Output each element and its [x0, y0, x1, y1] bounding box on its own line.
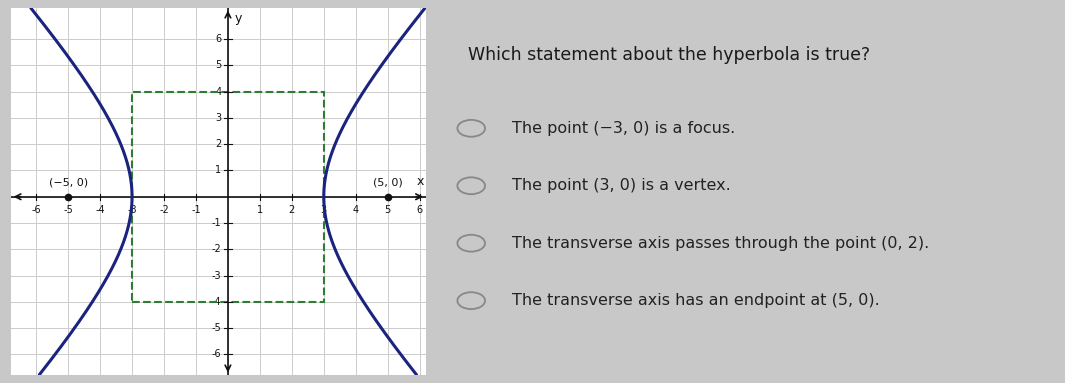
- Text: 5: 5: [384, 205, 391, 214]
- Text: (5, 0): (5, 0): [373, 178, 403, 188]
- Text: 1: 1: [215, 165, 222, 175]
- Text: 2: 2: [289, 205, 295, 214]
- Text: 4: 4: [353, 205, 359, 214]
- Text: 2: 2: [215, 139, 222, 149]
- Text: 3: 3: [321, 205, 327, 214]
- Text: -4: -4: [95, 205, 105, 214]
- Text: -1: -1: [191, 205, 201, 214]
- Text: -3: -3: [212, 270, 222, 280]
- Text: y: y: [235, 11, 243, 25]
- Text: 6: 6: [215, 34, 222, 44]
- Text: -5: -5: [63, 205, 73, 214]
- Text: -1: -1: [212, 218, 222, 228]
- Text: -4: -4: [212, 297, 222, 307]
- Text: 4: 4: [215, 87, 222, 97]
- Text: 5: 5: [215, 61, 222, 70]
- Text: -6: -6: [212, 349, 222, 359]
- Text: -3: -3: [127, 205, 137, 214]
- Text: The transverse axis passes through the point (0, 2).: The transverse axis passes through the p…: [512, 236, 930, 251]
- Text: The transverse axis has an endpoint at (5, 0).: The transverse axis has an endpoint at (…: [512, 293, 880, 308]
- Text: 3: 3: [215, 113, 222, 123]
- Text: (−5, 0): (−5, 0): [49, 178, 87, 188]
- Text: -2: -2: [159, 205, 169, 214]
- Text: -2: -2: [212, 244, 222, 254]
- Text: The point (3, 0) is a vertex.: The point (3, 0) is a vertex.: [512, 178, 731, 193]
- Text: -5: -5: [212, 323, 222, 333]
- Text: x: x: [417, 175, 424, 188]
- Text: 6: 6: [416, 205, 423, 214]
- Text: 1: 1: [257, 205, 263, 214]
- Text: Which statement about the hyperbola is true?: Which statement about the hyperbola is t…: [469, 46, 870, 64]
- Bar: [132, 92, 324, 302]
- Text: -6: -6: [31, 205, 42, 214]
- Text: The point (−3, 0) is a focus.: The point (−3, 0) is a focus.: [512, 121, 735, 136]
